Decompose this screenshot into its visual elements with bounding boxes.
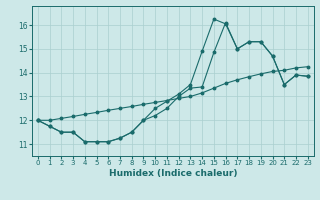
- X-axis label: Humidex (Indice chaleur): Humidex (Indice chaleur): [108, 169, 237, 178]
